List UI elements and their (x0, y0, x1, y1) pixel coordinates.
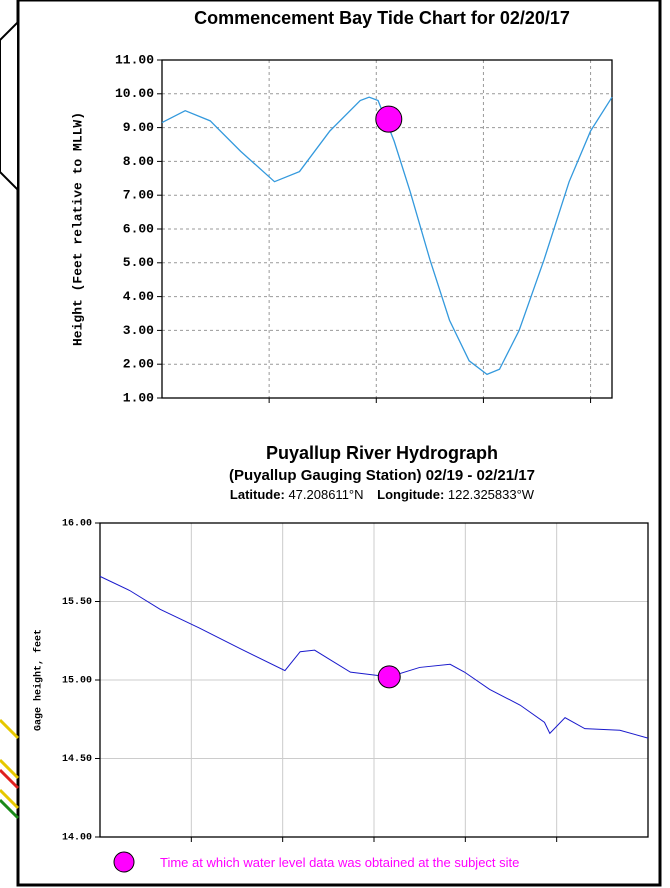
y-tick-label: 15.50 (62, 597, 92, 608)
y-tick-label: 4.00 (123, 289, 154, 304)
y-tick-label: 1.00 (123, 390, 154, 405)
y-tick-label: 11.00 (115, 52, 154, 67)
y-tick-label: 7.00 (123, 188, 154, 203)
y-tick-label: 16.00 (62, 519, 92, 530)
legend-marker (114, 852, 134, 872)
y-tick-label: 9.00 (123, 120, 154, 135)
coordinates: Latitude: 47.208611°N Longitude: 122.325… (230, 487, 535, 502)
y-tick-label: 14.00 (62, 833, 92, 844)
y-axis-label: Height (Feet relative to MLLW) (70, 112, 85, 346)
page: Commencement Bay Tide Chart for 02/20/17… (0, 0, 670, 888)
y-tick-label: 14.50 (62, 754, 92, 765)
latitude: 47.208611°N (288, 487, 363, 502)
longitude-label: Longitude: (377, 487, 444, 502)
site-marker (378, 666, 400, 688)
y-tick-label: 10.00 (115, 86, 154, 101)
y-tick-label: 8.00 (123, 154, 154, 169)
y-axis-label: Gage height, feet (33, 629, 45, 731)
decoration (0, 22, 18, 818)
y-tick-label: 3.00 (123, 323, 154, 338)
chart-subtitle: (Puyallup Gauging Station) 02/19 - 02/21… (229, 467, 535, 484)
longitude: 122.325833°W (448, 487, 535, 502)
latitude-label: Latitude: (230, 487, 285, 502)
site-marker (376, 106, 402, 132)
legend-label: Time at which water level data was obtai… (160, 855, 519, 870)
y-tick-label: 5.00 (123, 255, 154, 270)
y-tick-label: 2.00 (123, 357, 154, 372)
y-tick-label: 15.00 (62, 676, 92, 687)
chart-title: Puyallup River Hydrograph (266, 443, 498, 463)
y-tick-label: 6.00 (123, 221, 154, 236)
chart-title: Commencement Bay Tide Chart for 02/20/17 (194, 8, 570, 28)
